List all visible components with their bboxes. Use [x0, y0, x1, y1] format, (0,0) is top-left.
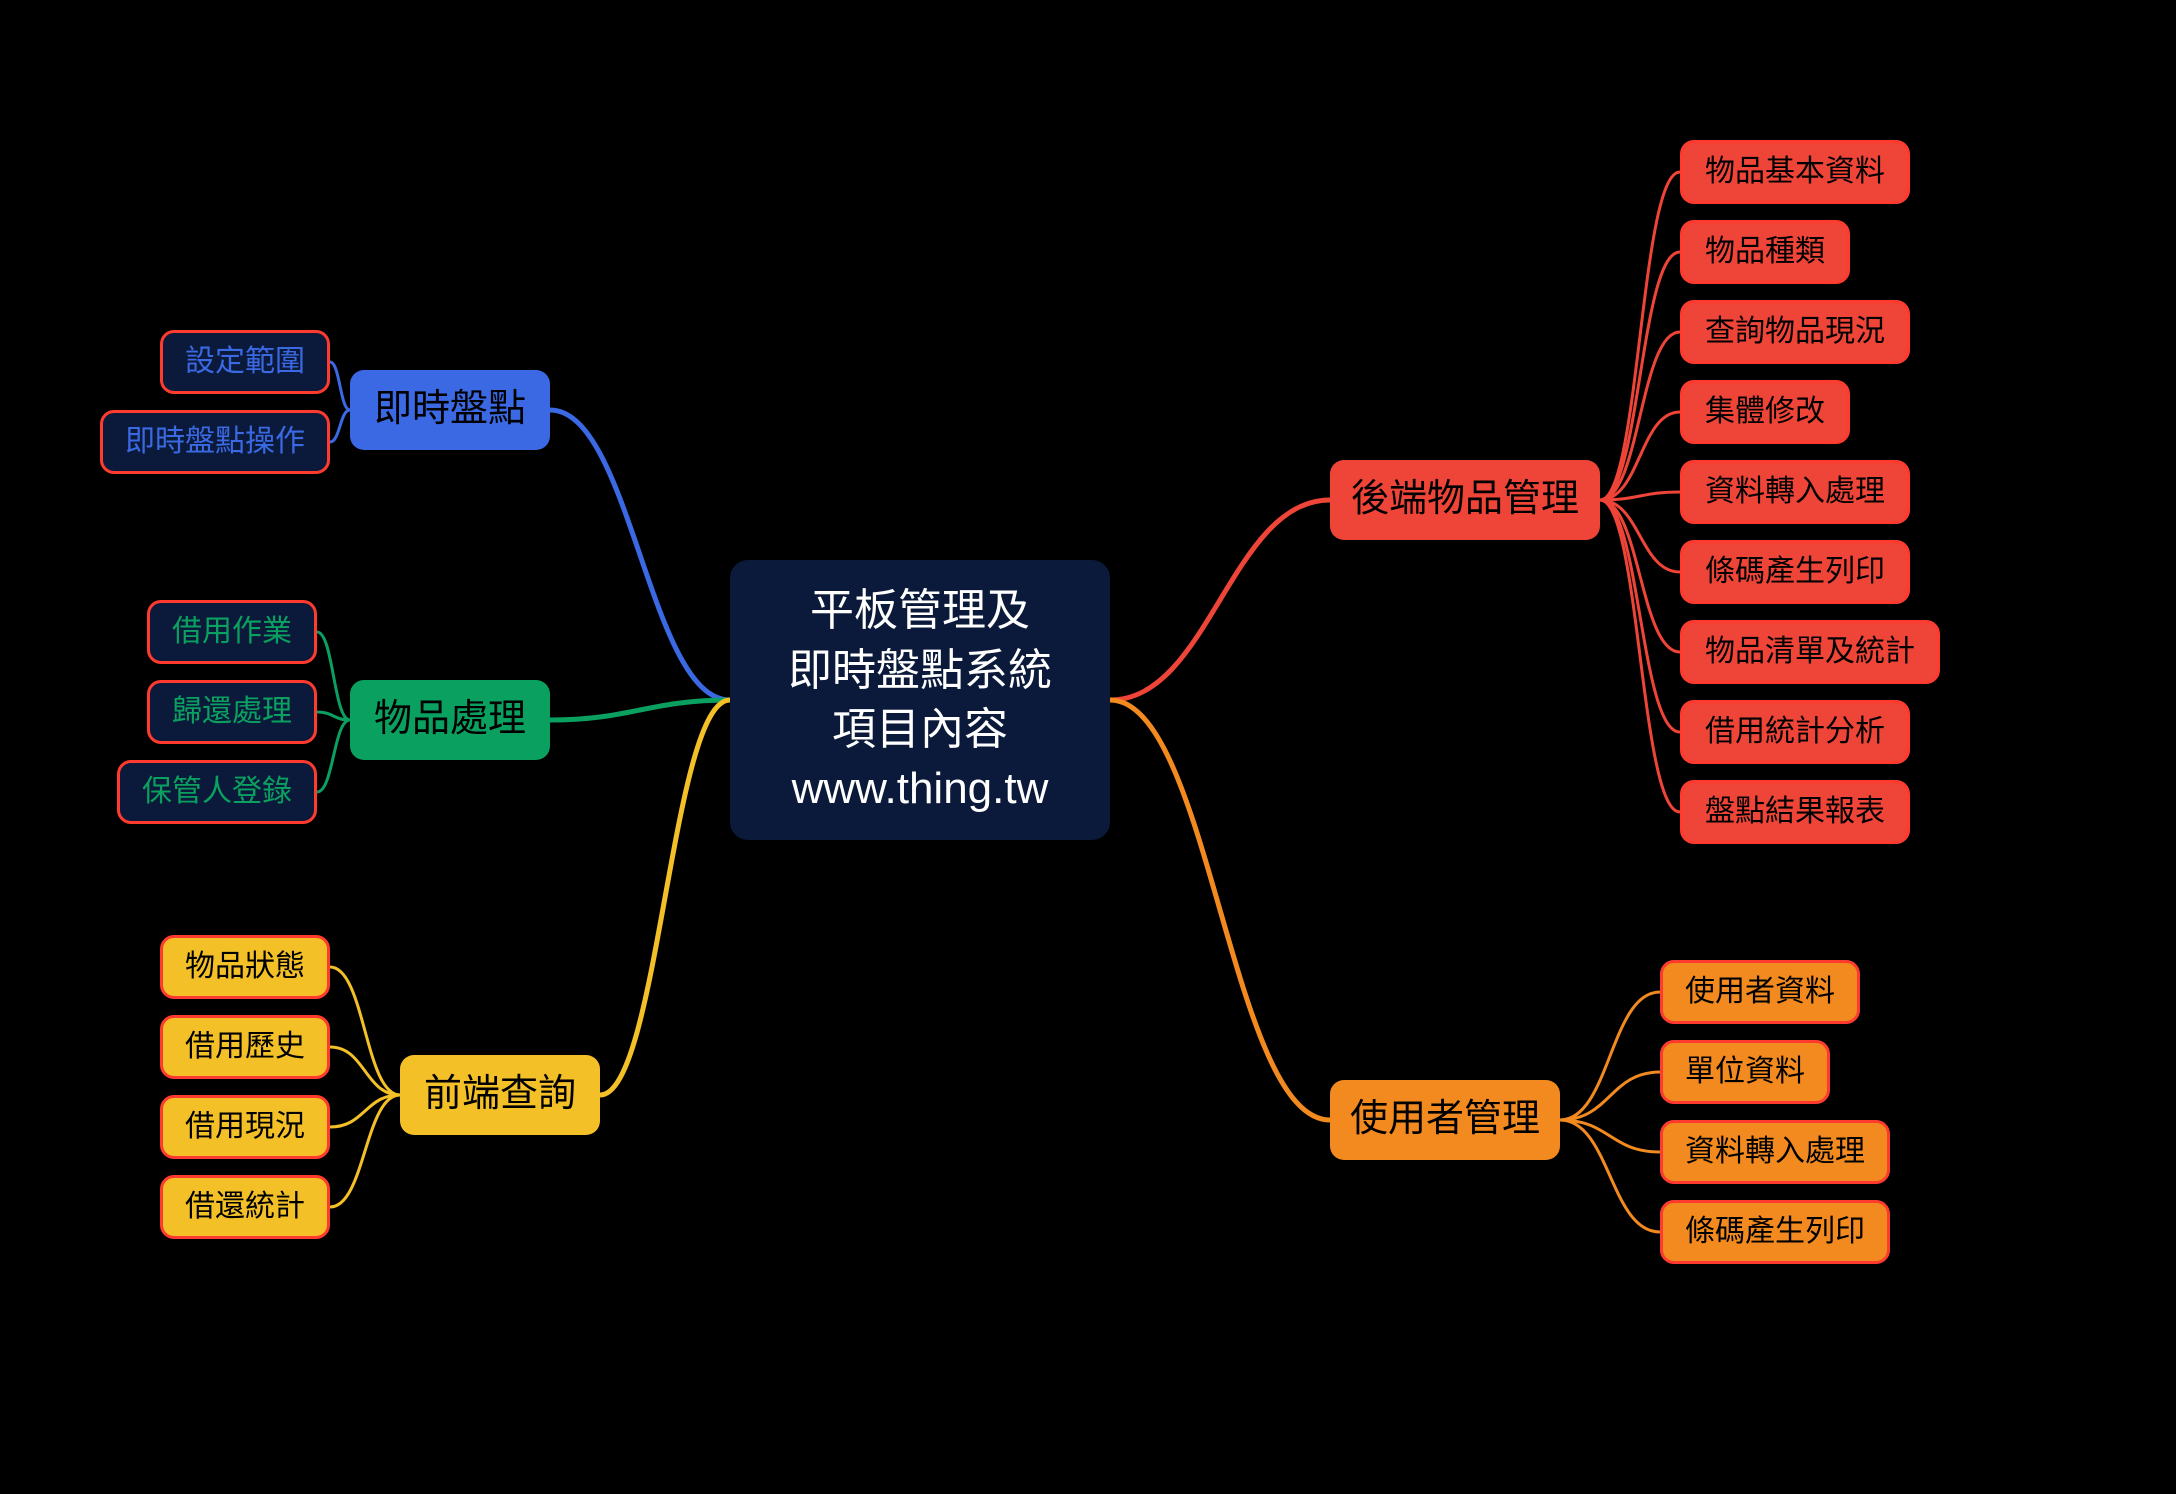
- leaf-label: 借用現況: [185, 1107, 305, 1148]
- leaf-node: 物品狀態: [160, 935, 330, 999]
- leaf-label: 盤點結果報表: [1705, 792, 1885, 833]
- leaf-label: 物品種類: [1705, 232, 1825, 273]
- branch-label: 物品處理: [374, 694, 526, 745]
- leaf-label: 集體修改: [1705, 392, 1825, 433]
- branch-node: 即時盤點: [350, 370, 550, 450]
- leaf-node: 條碼產生列印: [1680, 540, 1910, 604]
- leaf-node: 即時盤點操作: [100, 410, 330, 474]
- leaf-label: 物品狀態: [185, 947, 305, 988]
- branch-label: 即時盤點: [374, 384, 526, 435]
- leaf-label: 歸還處理: [172, 692, 292, 733]
- leaf-node: 查詢物品現況: [1680, 300, 1910, 364]
- leaf-node: 物品種類: [1680, 220, 1850, 284]
- leaf-node: 物品基本資料: [1680, 140, 1910, 204]
- leaf-node: 保管人登錄: [117, 760, 317, 824]
- branch-node: 物品處理: [350, 680, 550, 760]
- leaf-node: 歸還處理: [147, 680, 317, 744]
- leaf-node: 集體修改: [1680, 380, 1850, 444]
- branch-node: 前端查詢: [400, 1055, 600, 1135]
- leaf-label: 借用歷史: [185, 1027, 305, 1068]
- leaf-node: 條碼產生列印: [1660, 1200, 1890, 1264]
- leaf-node: 資料轉入處理: [1680, 460, 1910, 524]
- leaf-node: 物品清單及統計: [1680, 620, 1940, 684]
- leaf-label: 物品清單及統計: [1705, 632, 1915, 673]
- leaf-label: 資料轉入處理: [1705, 472, 1885, 513]
- mindmap-canvas: 平板管理及 即時盤點系統 項目內容 www.thing.tw 即時盤點 設定範圍即…: [0, 0, 2176, 1494]
- leaf-label: 條碼產生列印: [1705, 552, 1885, 593]
- branch-node: 後端物品管理: [1330, 460, 1600, 540]
- branch-label: 後端物品管理: [1351, 474, 1579, 525]
- leaf-label: 條碼產生列印: [1685, 1212, 1865, 1253]
- leaf-label: 單位資料: [1685, 1052, 1805, 1093]
- leaf-node: 單位資料: [1660, 1040, 1830, 1104]
- leaf-label: 保管人登錄: [142, 772, 292, 813]
- leaf-node: 借用作業: [147, 600, 317, 664]
- center-node: 平板管理及 即時盤點系統 項目內容 www.thing.tw: [730, 560, 1110, 840]
- center-line-1: 即時盤點系統: [788, 646, 1052, 695]
- center-line-3: www.thing.tw: [792, 764, 1049, 813]
- leaf-node: 盤點結果報表: [1680, 780, 1910, 844]
- leaf-label: 即時盤點操作: [125, 422, 305, 463]
- center-line-2: 項目內容: [832, 705, 1008, 754]
- leaf-node: 借用現況: [160, 1095, 330, 1159]
- leaf-node: 借用歷史: [160, 1015, 330, 1079]
- leaf-node: 借用統計分析: [1680, 700, 1910, 764]
- leaf-label: 查詢物品現況: [1705, 312, 1885, 353]
- branch-label: 使用者管理: [1350, 1094, 1540, 1145]
- leaf-label: 設定範圍: [185, 342, 305, 383]
- leaf-label: 借用統計分析: [1705, 712, 1885, 753]
- leaf-node: 資料轉入處理: [1660, 1120, 1890, 1184]
- branch-label: 前端查詢: [424, 1069, 576, 1120]
- center-line-0: 平板管理及: [810, 586, 1030, 635]
- leaf-node: 使用者資料: [1660, 960, 1860, 1024]
- leaf-label: 借用作業: [172, 612, 292, 653]
- leaf-label: 物品基本資料: [1705, 152, 1885, 193]
- leaf-node: 設定範圍: [160, 330, 330, 394]
- leaf-label: 資料轉入處理: [1685, 1132, 1865, 1173]
- leaf-label: 借還統計: [185, 1187, 305, 1228]
- leaf-node: 借還統計: [160, 1175, 330, 1239]
- leaf-label: 使用者資料: [1685, 972, 1835, 1013]
- branch-node: 使用者管理: [1330, 1080, 1560, 1160]
